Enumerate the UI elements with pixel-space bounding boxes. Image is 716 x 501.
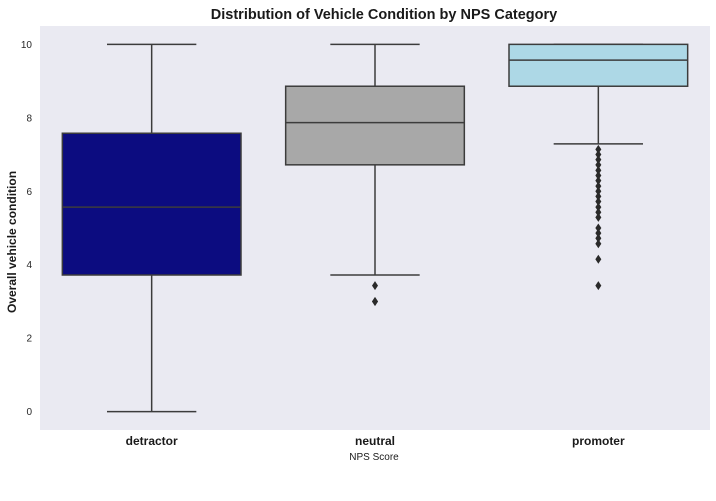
x-tick-label-detractor: detractor [126, 434, 178, 448]
outlier-point [595, 239, 602, 249]
outlier-point [595, 233, 602, 243]
outlier-point [595, 144, 602, 154]
y-axis: 0 2 4 6 8 10 [21, 40, 33, 418]
y-tick-label: 4 [26, 260, 32, 271]
outlier-point [595, 212, 602, 222]
outlier-point [595, 181, 602, 191]
boxes [61, 43, 689, 413]
x-tick-label-promoter: promoter [572, 434, 625, 448]
x-axis: detractor neutral promoter [126, 434, 625, 448]
box-iqr [284, 85, 466, 166]
x-axis-label: NPS Score [349, 452, 399, 463]
outlier-point [595, 176, 602, 186]
outlier-point [595, 165, 602, 175]
outlier-point [595, 254, 602, 264]
outlier-point [372, 281, 378, 291]
outlier-point [595, 281, 602, 291]
outlier-point [595, 228, 602, 238]
outlier-point [595, 155, 602, 165]
outlier-point [595, 197, 602, 207]
x-tick-label-neutral: neutral [355, 434, 395, 448]
outlier-point [595, 170, 602, 180]
outlier-point [595, 207, 602, 217]
y-tick-label: 10 [21, 40, 33, 51]
outlier-point [595, 186, 602, 196]
y-tick-label: 8 [26, 113, 32, 124]
y-tick-label: 0 [26, 407, 32, 418]
y-tick-label: 2 [26, 334, 32, 345]
outlier-point [595, 202, 602, 212]
box-iqr [61, 132, 242, 276]
box-iqr [508, 43, 689, 87]
box-promoter [508, 43, 689, 291]
y-tick-label: 6 [26, 187, 32, 198]
outlier-point [595, 191, 602, 201]
box-neutral [284, 43, 466, 306]
outlier-point [595, 160, 602, 170]
box-detractor [61, 43, 242, 413]
y-axis-label: Overall vehicle condition [5, 171, 19, 313]
outlier-point [595, 150, 602, 160]
outlier-point [595, 223, 602, 233]
chart-title: Distribution of Vehicle Condition by NPS… [211, 7, 557, 23]
outlier-point [372, 296, 378, 306]
